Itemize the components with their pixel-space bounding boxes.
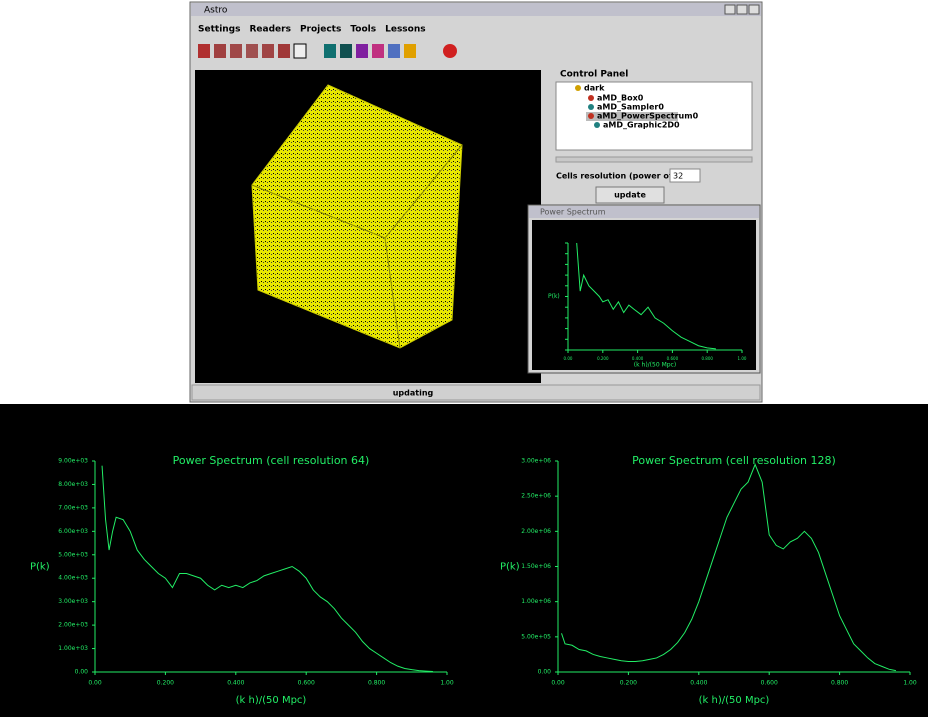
stop-icon[interactable] (443, 44, 457, 58)
x-tick-label: 0.400 (632, 356, 644, 361)
x-axis-label: (k h)/(50 Mpc) (634, 362, 676, 369)
y-tick-label: 5.00e+05 (521, 633, 551, 640)
x-tick-label: 1.00 (738, 356, 747, 361)
close-button[interactable] (749, 5, 759, 14)
tool-icon[interactable] (404, 44, 416, 58)
tree-icon (588, 95, 594, 101)
window-title: Astro (204, 6, 228, 16)
field-label: Cells resolution (power of 2) (556, 172, 684, 181)
y-tick-label: 3.00e+03 (58, 598, 88, 605)
tool-icon[interactable] (324, 44, 336, 58)
status-bar (192, 385, 760, 400)
tool-icon[interactable] (230, 44, 242, 58)
x-tick-label: 0.00 (88, 680, 102, 687)
menu-item[interactable]: Tools (350, 25, 376, 35)
tool-icon[interactable] (294, 44, 306, 58)
x-tick-label: 0.600 (298, 680, 315, 687)
tool-icon[interactable] (278, 44, 290, 58)
tool-icon[interactable] (198, 44, 210, 58)
tree-icon (588, 113, 594, 119)
y-tick-label: 2.00e+06 (521, 528, 551, 535)
x-axis-label: (k h)/(50 Mpc) (699, 695, 770, 706)
tree-item[interactable]: aMD_PowerSpectrum0 (597, 112, 699, 121)
panel-title: Control Panel (560, 70, 628, 80)
y-tick-label: 4.00e+03 (58, 575, 88, 582)
maximize-button[interactable] (737, 5, 747, 14)
x-tick-label: 0.00 (564, 356, 573, 361)
screen: Astro Settings Readers Projects Tools Lesson… (0, 0, 928, 717)
button-label[interactable]: update (614, 191, 646, 200)
y-tick-label: 5.00e+03 (58, 551, 88, 558)
y-axis-label: P(k) (500, 562, 520, 573)
menu-item[interactable]: Readers (249, 25, 290, 35)
tool-icon[interactable] (262, 44, 274, 58)
tool-icon[interactable] (356, 44, 368, 58)
y-tick-label: 2.50e+06 (521, 493, 551, 500)
y-tick-label: 3.00e+06 (521, 458, 551, 465)
y-axis-label: P(k) (30, 562, 50, 573)
x-tick-label: 0.200 (157, 680, 174, 687)
chart-title: Power Spectrum (cell resolution 128) (632, 454, 836, 467)
tool-icon[interactable] (388, 44, 400, 58)
subwindow-title: Power Spectrum (540, 208, 606, 217)
y-tick-label: 1.50e+06 (521, 563, 551, 570)
tool-icon[interactable] (340, 44, 352, 58)
y-tick-label: 1.00e+06 (521, 598, 551, 605)
y-tick-label: 2.00e+03 (58, 622, 88, 629)
tool-icon[interactable] (214, 44, 226, 58)
minimize-button[interactable] (725, 5, 735, 14)
x-tick-label: 0.800 (368, 680, 385, 687)
y-tick-label: 1.00e+03 (58, 645, 88, 652)
tree-icon (594, 122, 600, 128)
tool-icon[interactable] (246, 44, 258, 58)
tree-item[interactable]: aMD_Graphic2D0 (603, 121, 680, 130)
y-tick-label: 7.00e+03 (58, 504, 88, 511)
tree-item[interactable]: aMD_Box0 (597, 94, 644, 103)
x-tick-label: 0.600 (761, 680, 778, 687)
tree-icon (588, 104, 594, 110)
x-tick-label: 1.00 (440, 680, 454, 687)
input-value[interactable]: 32 (673, 172, 683, 181)
tree-item[interactable]: dark (584, 84, 605, 93)
x-tick-label: 0.600 (667, 356, 679, 361)
tool-icon[interactable] (372, 44, 384, 58)
status-text: updating (393, 389, 434, 398)
splitter[interactable] (556, 157, 752, 162)
y-tick-label: 0.00 (538, 669, 552, 676)
plot-area (0, 404, 928, 717)
y-tick-label: 6.00e+03 (58, 528, 88, 535)
y-tick-label: 9.00e+03 (58, 458, 88, 465)
x-tick-label: 0.00 (551, 680, 565, 687)
menu-item[interactable]: Lessons (385, 25, 426, 35)
x-tick-label: 1.00 (903, 680, 917, 687)
menu-bar: Settings Readers Projects Tools Lessons (198, 25, 426, 35)
x-tick-label: 0.200 (620, 680, 637, 687)
title-bar (191, 3, 761, 16)
x-tick-label: 0.800 (701, 356, 713, 361)
x-tick-label: 0.200 (597, 356, 609, 361)
x-tick-label: 0.400 (227, 680, 244, 687)
tree-icon (575, 85, 581, 91)
x-tick-label: 0.400 (690, 680, 707, 687)
chart-title: Power Spectrum (cell resolution 64) (173, 454, 370, 467)
x-axis-label: (k h)/(50 Mpc) (236, 695, 307, 706)
menu-item[interactable]: Settings (198, 25, 240, 35)
y-tick-label: 0.00 (75, 669, 89, 676)
y-tick-label: 8.00e+03 (58, 481, 88, 488)
x-tick-label: 0.800 (831, 680, 848, 687)
tree-item[interactable]: aMD_Sampler0 (597, 103, 664, 112)
y-axis-label: P(k) (548, 293, 560, 300)
menu-item[interactable]: Projects (300, 25, 341, 35)
